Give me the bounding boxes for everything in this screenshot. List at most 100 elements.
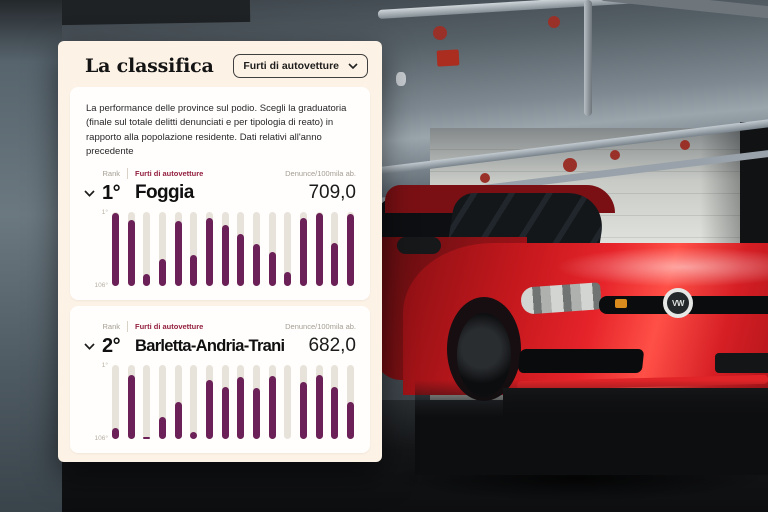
bar-track [268,364,276,439]
vertical-pipe [584,0,592,116]
bar-track [252,211,260,286]
bar-fill [346,401,354,439]
r-badge-icon [615,299,627,308]
red-vw-golf-illustration: VW [368,185,768,505]
bar-fill [190,432,198,439]
column-headers: Rank Furti di autovetture Denunce/100mil… [84,167,356,179]
bumper-fog-slit [715,353,768,373]
bar-fill [315,213,323,286]
rank-column-label: Rank [102,321,120,331]
bar-track [346,364,354,439]
bar-fill [205,379,213,439]
red-pipe-clamp [610,150,620,160]
bar-fill [221,386,229,439]
sprinkler-head [396,72,406,86]
bar-fill [331,242,339,286]
bumper-air-intake [517,349,645,373]
bar-track [284,211,292,286]
description-text: La performance delle province sul podio.… [86,103,347,158]
bar-fill [174,221,182,286]
bar-track [315,364,323,439]
ranking-card-1: La performance delle province sul podio.… [70,87,370,300]
bar-fill [158,259,166,286]
bar-track [112,364,119,439]
ranking-panel: La classifica Furti di autovetture La pe… [58,41,382,462]
bar-track [112,211,119,286]
bar-track [158,211,166,286]
bar-track [252,364,260,439]
bar-fill [174,401,182,439]
rank-row[interactable]: 1° Foggia 709,0 [84,182,356,205]
axis-bottom-label: 106° [94,434,108,442]
hood-highlight [555,247,768,287]
bar-fill [252,388,260,439]
metric-value: 682,0 [308,335,356,357]
axis-bottom-label: 106° [94,281,108,289]
bar-track [299,211,307,286]
vw-logo-icon: VW [663,288,693,318]
collapse-chevron-icon[interactable] [84,343,102,350]
bar-track [346,211,354,286]
category-column-label: Furti di autovetture [135,321,204,331]
bar-track [143,364,151,439]
crime-type-dropdown[interactable]: Furti di autovetture [233,54,368,78]
panel-header: La classifica Furti di autovetture [58,41,382,87]
metric-column-label: Denunce/100mila ab. [285,168,356,178]
bar-track [190,211,198,286]
bar-fill [237,377,245,439]
rank-row[interactable]: 2° Barletta-Andria-Trani 682,0 [84,335,356,358]
bar-track [315,211,323,286]
rank-history-chart: 1° 106° [95,362,354,442]
bar-fill [127,375,135,439]
bar-fill [112,428,119,439]
column-divider [127,320,128,332]
bar-fill [127,219,135,286]
rank-column-label: Rank [102,168,120,178]
bar-fill [331,386,339,439]
red-pipe-clamp [563,158,577,172]
rank-history-chart: 1° 106° [95,209,354,289]
bar-fill [158,416,166,439]
red-pipe-clamp [433,26,447,40]
bar-track [331,364,339,439]
bar-fill [221,225,229,286]
concrete-pillar [0,0,62,512]
bar-fill [190,255,198,286]
fire-alarm-box [436,49,460,67]
bar-track [268,211,276,286]
category-column-label: Furti di autovetture [135,168,204,178]
bar-track [174,364,182,439]
bar-fill [284,272,292,286]
red-pipe-clamp [480,173,490,183]
red-pipe-clamp [548,16,560,28]
bar-group [112,364,354,439]
rank-badge: 2° [102,334,121,357]
bar-track [331,211,339,286]
collapse-chevron-icon[interactable] [84,190,102,197]
bar-track [143,211,151,286]
bar-track [237,364,245,439]
bar-track [299,364,307,439]
red-pipe-clamp [680,140,690,150]
rank-badge: 1° [102,181,121,204]
bar-track [284,364,292,439]
province-name: Foggia [135,182,194,204]
bar-fill [299,381,307,439]
bar-track [221,364,229,439]
metric-column-label: Denunce/100mila ab. [285,321,356,331]
bar-fill [315,375,323,439]
chevron-down-icon [348,63,358,69]
bar-track [237,211,245,286]
bar-track [127,364,135,439]
bar-track [174,211,182,286]
bar-fill [268,375,276,439]
bar-track [205,211,213,286]
province-name: Barletta-Andria-Trani [135,336,285,355]
car-headlight [520,282,602,315]
bar-track [221,211,229,286]
bar-group [112,211,354,286]
bar-fill [299,218,307,286]
bar-fill [252,244,260,286]
ranking-card-2: Rank Furti di autovetture Denunce/100mil… [70,305,370,453]
axis-top-label: 1° [101,361,108,369]
